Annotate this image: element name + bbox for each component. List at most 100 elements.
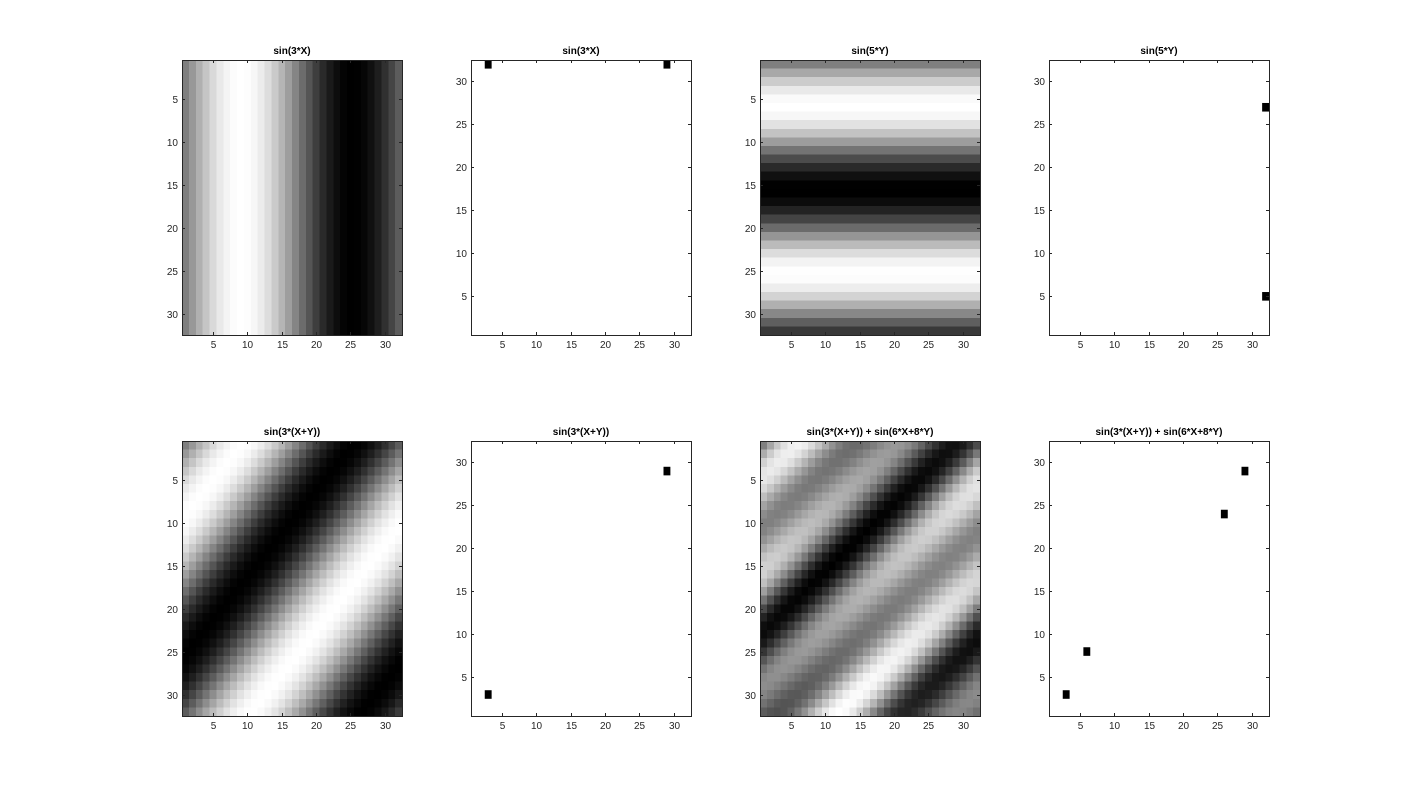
heatmap-cell [237,94,245,104]
heatmap-cell [849,578,857,588]
heatmap-cell [904,707,912,717]
heatmap-cell [794,466,802,476]
heatmap-cell [828,458,837,468]
heatmap-cell [237,283,245,293]
heatmap-cell [808,544,816,554]
heatmap-cell [849,501,857,511]
heatmap-cell [237,458,245,468]
heatmap-cell [340,94,348,104]
heatmap-cell [849,621,857,631]
heatmap-cell [808,578,816,588]
heatmap-cell [271,266,279,276]
heatmap-cell [815,647,823,657]
heatmap-cell [870,698,878,708]
heatmap-cell [237,441,245,450]
heatmap-cell [760,102,768,112]
heatmap-cell [883,561,892,571]
heatmap-cell [353,569,362,579]
heatmap-cell [209,673,217,683]
heatmap-cell [319,163,327,173]
heatmap-cell [966,518,974,528]
heatmap-cell [388,638,396,648]
heatmap-cell [890,111,898,121]
heatmap-cell [890,188,898,198]
heatmap-cell [230,501,238,511]
heatmap-cell [305,483,314,493]
heatmap-cell [952,449,960,459]
heatmap-cell [863,690,871,700]
heatmap-cell [904,483,912,493]
heatmap-cell [842,535,850,545]
heatmap-cell [766,518,775,528]
heatmap-cell [835,266,843,276]
heatmap-cell [395,257,403,267]
heatmap-cell [271,163,279,173]
heatmap-cell [835,509,843,519]
heatmap-cell [395,681,403,691]
heatmap-cell [794,300,802,310]
heatmap-cell [918,317,926,327]
heatmap-cell [278,223,286,233]
heatmap-cell [243,274,252,284]
heatmap-cell [353,518,362,528]
heatmap-cell [821,120,830,130]
heatmap-cell [264,197,272,207]
heatmap-cell [918,249,926,259]
heatmap-cell [285,630,293,640]
heatmap-cell [367,94,375,104]
heatmap-cell [223,673,231,683]
heatmap-cell [223,466,231,476]
heatmap-cell [360,707,369,717]
heatmap-cell [340,647,348,657]
heatmap-cell [856,501,864,511]
heatmap-cell [202,326,210,336]
heatmap-cell [278,180,286,190]
heatmap-cell [787,326,795,336]
heatmap-cell [787,137,795,147]
heatmap-cell [883,466,892,476]
heatmap-cell [780,612,788,622]
x-tick-label: 30 [958,721,970,732]
heatmap-cell [794,475,802,485]
heatmap-cell [938,552,947,562]
heatmap-cell [278,154,286,164]
heatmap-cell [340,317,348,327]
heatmap-cell [216,240,224,250]
heatmap-cell [794,77,802,87]
heatmap-cell [243,163,252,173]
heatmap-cell [319,292,327,302]
heatmap-cell [794,698,802,708]
heatmap-cell [815,111,823,121]
heatmap-cell [202,509,210,519]
heatmap-cell [966,249,974,259]
heatmap-cell [326,552,334,562]
heatmap-cell [319,552,327,562]
heatmap-cell [801,621,809,631]
heatmap-cell [326,441,334,450]
heatmap-cells [182,441,403,717]
heatmap-cell [821,690,830,700]
heatmap-cell [388,587,396,597]
heatmap-cell [216,188,224,198]
heatmap-cell [278,707,286,717]
heatmap-cell [257,326,265,336]
heatmap-cell [760,223,768,233]
heatmap-cell [801,94,809,104]
heatmap-cell [801,266,809,276]
heatmap-cell [945,630,953,640]
heatmap-cell [787,163,795,173]
heatmap-cell [773,145,782,155]
heatmap-cell [374,77,382,87]
heatmap-cell [367,604,375,614]
heatmap-cell [271,655,279,665]
heatmap-cell [333,690,341,700]
heatmap-cell [347,492,355,502]
heatmap-cell [787,638,795,648]
heatmap-cell [374,483,382,493]
heatmap-cell [237,309,245,319]
heatmap-cell [808,561,816,571]
heatmap-cell [188,326,197,336]
heatmap-cell [209,188,217,198]
heatmap-cell [326,569,334,579]
heatmap-cell [945,102,953,112]
